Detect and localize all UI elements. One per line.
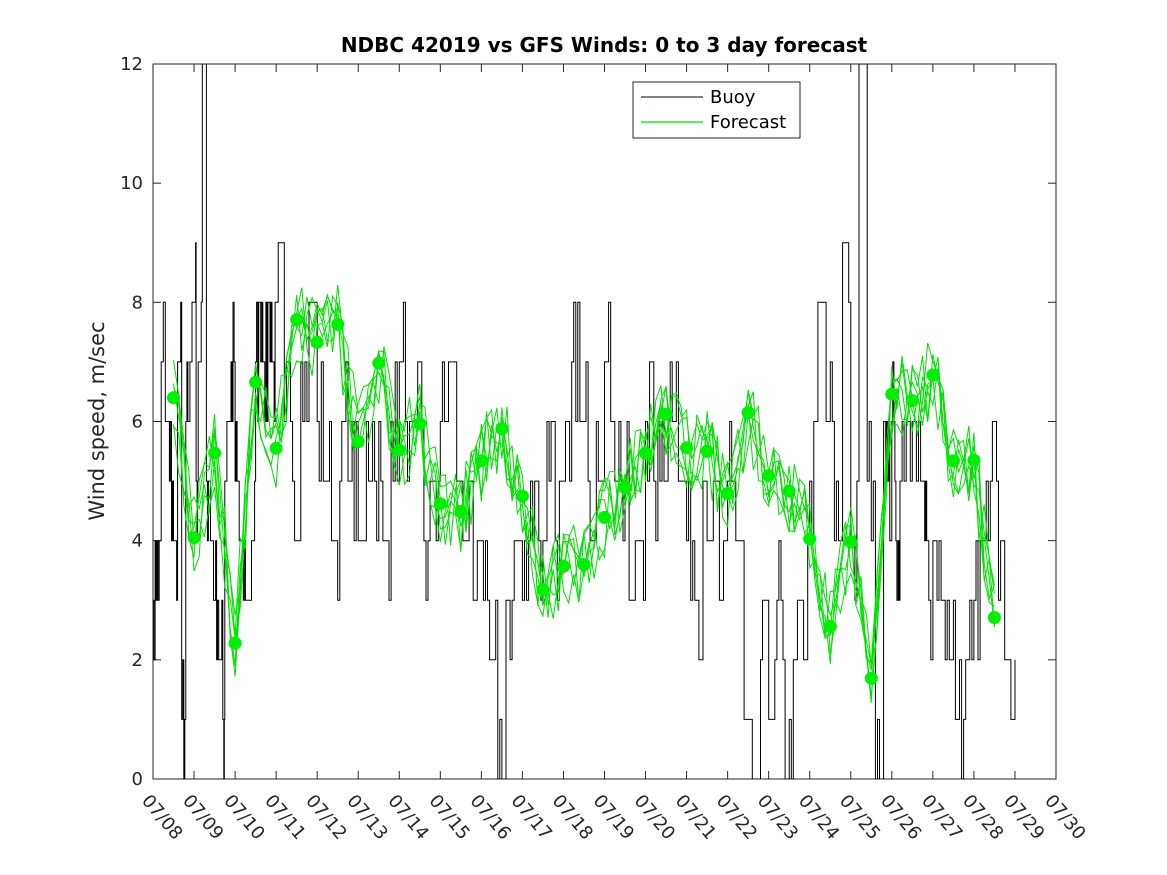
forecast-point [474,454,488,468]
forecast-point [187,531,201,545]
forecast-point [618,481,632,495]
forecast-point [577,558,591,571]
forecast-point [823,620,837,633]
forecast-point [967,453,981,467]
forecast-point [515,489,529,503]
forecast-point [700,444,714,458]
forecast-series-line [173,294,995,703]
y-tick-label: 10 [120,173,143,194]
forecast-point [885,387,899,401]
y-tick-label: 8 [132,292,143,313]
forecast-point [372,356,386,370]
forecast-point [864,671,878,685]
legend-box [632,81,801,139]
forecast-point [331,317,345,331]
forecast-point [290,313,304,327]
forecast-point [946,454,960,468]
y-tick-label: 0 [132,769,143,790]
legend-forecast-label: Forecast [710,112,786,133]
forecast-point [413,417,427,431]
forecast-point [392,443,406,457]
forecast-point [659,407,673,421]
forecast-markers [167,313,1001,685]
y-tick-label: 6 [132,412,143,433]
series-layer [153,64,1016,779]
forecast-point [721,487,735,501]
forecast-point [249,375,263,389]
forecast-series-line [173,294,995,671]
forecast-point [351,435,365,449]
forecast-point [495,422,509,436]
y-tick-label: 2 [132,650,143,671]
forecast-point [454,505,468,518]
forecast-point [803,532,817,546]
forecast-point [905,394,919,408]
forecast-point [987,611,1001,624]
forecast-point [639,446,652,460]
buoy-series-line [153,64,1016,779]
forecast-point [167,391,180,405]
forecast-point [926,368,940,382]
y-tick-label: 4 [132,531,143,552]
y-tick-label: 12 [120,54,143,75]
forecast-point [269,441,283,455]
forecast-point [208,446,222,460]
forecast-point [844,535,858,549]
forecast-point [557,559,570,573]
forecast-point [680,441,694,455]
forecast-point [228,636,242,650]
forecast-point [310,335,324,349]
legend: Buoy Forecast [632,81,801,139]
forecast-point [598,510,611,524]
forecast-point [762,469,776,483]
forecast-point [782,484,796,498]
y-axis-label: Wind speed, m/sec [85,321,109,520]
forecast-point [433,497,447,511]
forecast-point [536,583,550,596]
forecast-series-line [173,294,995,665]
legend-buoy-label: Buoy [710,87,756,108]
forecast-point [741,406,755,420]
chart-title: NDBC 42019 vs GFS Winds: 0 to 3 day fore… [341,33,868,57]
